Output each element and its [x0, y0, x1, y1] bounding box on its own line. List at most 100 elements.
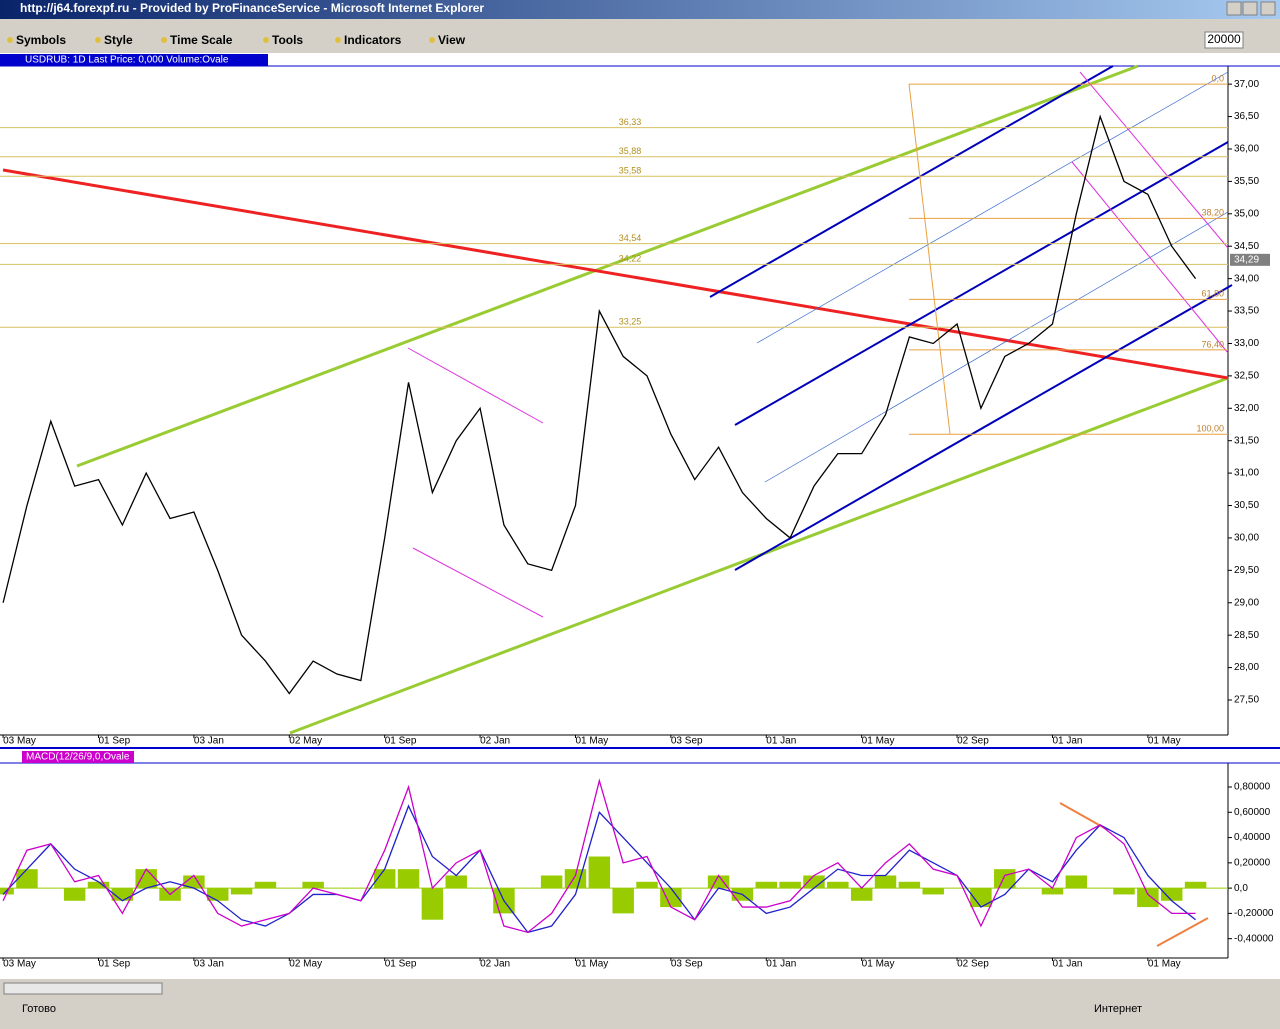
y-tick-label: 0,60000 [1234, 807, 1271, 818]
price-title: USDRUB: 1D Last Price: 0,000 Volume:Oval… [25, 55, 229, 66]
x-tick-label: 01 May [1148, 736, 1181, 747]
menu-item[interactable]: Symbols [16, 33, 66, 47]
x-tick-label: 02 Jan [480, 736, 510, 747]
histogram-bar [1160, 888, 1183, 901]
last-price: 34,29 [1234, 254, 1259, 265]
y-tick-label: 36,00 [1234, 144, 1259, 155]
y-tick-label: 37,00 [1234, 79, 1259, 90]
histogram-bar [922, 888, 944, 895]
menu-item[interactable]: Tools [272, 33, 303, 47]
y-tick-label: 34,00 [1234, 273, 1259, 284]
x-tick-label: 02 Sep [957, 736, 989, 747]
trend-lines [2, 64, 1233, 947]
x-tick-label: 03 Sep [671, 959, 703, 970]
scroll-thumb[interactable] [3, 982, 163, 995]
window-buttons[interactable] [1226, 1, 1276, 16]
last-price-box [1230, 253, 1270, 266]
x-tick-label: 01 May [862, 959, 895, 970]
price-panel [0, 53, 1280, 747]
histogram-bar [302, 881, 324, 889]
histogram-bar [874, 875, 897, 889]
count: 20000 [1207, 32, 1241, 46]
fib-label: 38,20 [1201, 208, 1224, 218]
y-tick-label: 34,50 [1234, 241, 1259, 252]
y-tick-label: 28,00 [1234, 662, 1259, 673]
menu-item[interactable]: View [438, 33, 466, 47]
menu-bar [0, 28, 1280, 52]
y-tick-label: 32,00 [1234, 403, 1259, 414]
x-tick-label: 01 Sep [98, 959, 130, 970]
menu-icon[interactable] [429, 37, 435, 43]
x-tick-label: 01 Jan [766, 959, 796, 970]
y-tick-label: 30,00 [1234, 533, 1259, 544]
menu-item[interactable]: Style [104, 33, 133, 47]
scrollbar[interactable] [0, 981, 1280, 997]
histogram-bar [87, 881, 110, 889]
level-label: 34,54 [619, 233, 642, 243]
x-tick-label: 01 Jan [766, 736, 796, 747]
status-text: Готово [22, 1003, 56, 1015]
x-tick-label: 01 May [575, 959, 608, 970]
histogram-bar [397, 869, 420, 889]
y-tick-label: 29,50 [1234, 565, 1259, 576]
y-tick-label: 33,50 [1234, 306, 1259, 317]
histogram-bar [230, 888, 253, 895]
fib-label: 100,00 [1196, 424, 1224, 434]
x-tick-label: 01 May [1148, 959, 1181, 970]
y-tick-label: 28,50 [1234, 630, 1259, 641]
level-label: 35,88 [619, 146, 642, 156]
status-bar [0, 999, 1280, 1024]
series-line [2, 114, 1197, 695]
x-tick-label: 01 May [575, 736, 608, 747]
x-tick-label: 03 May [3, 736, 36, 747]
y-tick-label: 0,0 [1234, 883, 1248, 894]
x-tick-label: 02 May [289, 959, 322, 970]
histogram-bar [564, 869, 587, 889]
histogram-bar [636, 881, 658, 889]
series-line [2, 804, 1196, 934]
menu-icon[interactable] [95, 37, 101, 43]
histogram-bar [63, 888, 86, 901]
histogram-bar [1065, 875, 1088, 889]
histogram-bar [779, 881, 801, 889]
histogram-bar [827, 881, 849, 889]
y-tick-label: 29,00 [1234, 597, 1259, 608]
histogram-bar [1041, 888, 1064, 895]
histogram-bar [373, 869, 396, 889]
y-tick-label: 32,50 [1234, 371, 1259, 382]
title-bar [0, 0, 1280, 19]
x-tick-label: 01 Sep [385, 736, 417, 747]
histogram-bar [898, 881, 921, 889]
count-box[interactable] [1204, 31, 1244, 49]
menu-icon[interactable] [161, 37, 167, 43]
level-label: 34,22 [619, 254, 642, 264]
macd-panel [0, 749, 1280, 979]
histogram-bar [755, 881, 778, 889]
histogram-bar [1184, 881, 1207, 889]
histogram-bar [135, 869, 157, 889]
y-tick-label: 35,50 [1234, 176, 1259, 187]
histogram-bar [1113, 888, 1135, 895]
macd-title: MACD(12/26/9,0,Ovale [26, 752, 130, 763]
y-tick-label: -0,20000 [1234, 908, 1274, 919]
y-tick-label: 31,00 [1234, 468, 1259, 479]
level-label: 33,25 [619, 317, 642, 327]
menu-icon[interactable] [263, 37, 269, 43]
status-zone: Интернет [1094, 1003, 1142, 1015]
menu-icon[interactable] [335, 37, 341, 43]
x-tick-label: 02 Jan [480, 959, 510, 970]
menu-item[interactable]: Indicators [344, 33, 402, 47]
fib-label: 61,80 [1201, 289, 1224, 299]
x-tick-label: 01 Jan [1052, 959, 1082, 970]
window-title: http://j64.forexpf.ru - Provided by ProF… [20, 1, 484, 15]
x-tick-label: 01 Jan [1052, 736, 1082, 747]
histogram-bar [803, 875, 825, 889]
histogram-bar [850, 888, 873, 901]
menu-item[interactable]: Time Scale [170, 33, 233, 47]
menu-icon[interactable] [7, 37, 13, 43]
y-tick-label: 30,50 [1234, 500, 1259, 511]
x-tick-label: 03 Jan [194, 736, 224, 747]
y-tick-label: -0,40000 [1234, 933, 1274, 944]
x-tick-label: 03 May [3, 959, 36, 970]
